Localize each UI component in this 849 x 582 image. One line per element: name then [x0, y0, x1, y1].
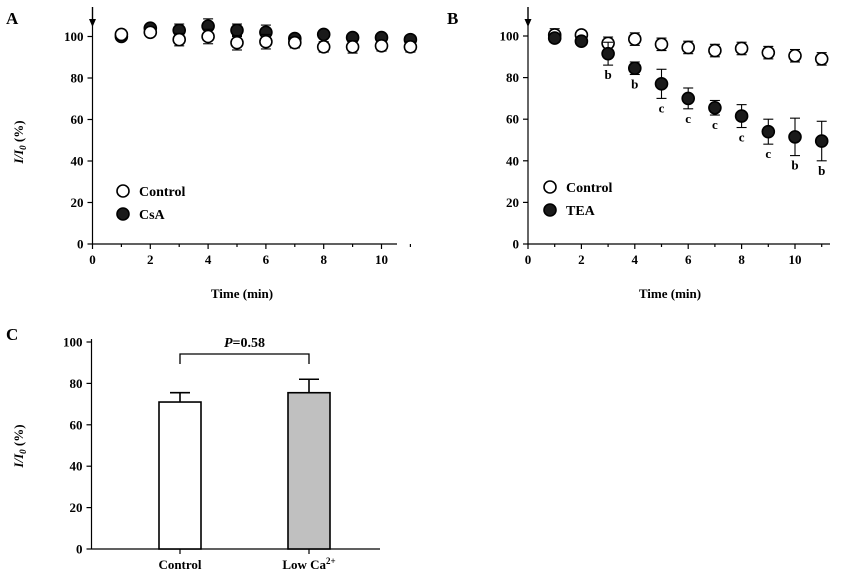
panel-a-y-tick-label: 100 [64, 29, 84, 44]
panel-b-x-tick-label: 0 [525, 252, 532, 267]
panel-a-y-tick-label: 40 [71, 154, 84, 169]
panel-b-legend-marker-tea [543, 203, 557, 217]
panel-a-control-point [230, 35, 244, 50]
panel-c-y-tick-label: 40 [70, 459, 83, 474]
panel-a-x-axis-title: Time (min) [211, 286, 273, 301]
panel-letter-b: B [447, 9, 458, 28]
panel-a-control-point [201, 29, 215, 44]
panel-a-x-tick-label: 4 [205, 252, 212, 267]
panel-a-legend-marker-csa [116, 207, 130, 221]
panel-b-x-axis-title: Time (min) [639, 286, 701, 301]
panel-b-tea-sig-label: c [659, 100, 665, 115]
panel-a-x-tick-label: 6 [263, 252, 270, 267]
panel-a-chart: I/I0 (%) Time (min) 0 20 40 60 80 100 0 2 4 6 8 10 C… [11, 7, 418, 301]
panel-a-x-tick-label: 0 [89, 252, 96, 267]
panel-b-tea-point [761, 124, 776, 139]
panel-a-control-point [143, 25, 158, 40]
panel-a-control-point [316, 40, 331, 54]
panel-b-y-tick-label: 0 [513, 237, 520, 252]
panel-b-x-tick-label: 8 [738, 252, 745, 267]
panel-b-tea-sig-label: c [712, 117, 718, 132]
panel-b-control-point [734, 41, 749, 56]
panel-c-y-tick-label: 80 [70, 376, 83, 391]
panel-b-tea-point [654, 77, 669, 91]
panel-a-y-tick-label: 0 [77, 237, 84, 252]
panel-b-chart: Time (min) 0 20 40 60 80 100 0 2 4 6 8 10 b b c c c c c b b C… [500, 7, 830, 301]
panel-b-tea-sig-label: b [818, 163, 825, 178]
panel-b-tea-point [574, 34, 589, 49]
panel-c-y-tick-label: 0 [76, 542, 83, 557]
panel-b-start-arrow-head [524, 19, 532, 27]
panel-a-csa-point [230, 23, 244, 38]
panel-a-x-tick-label: 8 [320, 252, 327, 267]
panel-a-control-point [259, 34, 273, 49]
panel-a-legend-label-csa: CsA [139, 208, 166, 223]
panel-b-tea-point [627, 61, 642, 76]
panel-b-y-tick-label: 60 [506, 112, 519, 127]
panel-b-tea-sig-label: b [631, 76, 638, 91]
panel-a-control-point [172, 32, 186, 47]
panel-a-y-tick-label: 20 [71, 195, 84, 210]
panel-b-y-tick-label: 100 [500, 29, 520, 44]
panel-a-y-axis-title: I/I0 (%) [11, 120, 28, 164]
panel-a-x-tick-label: 10 [375, 252, 388, 267]
panel-c-y-tick-label: 60 [70, 417, 83, 432]
panel-b-tea-point [601, 46, 615, 61]
panel-b-tea-point [547, 31, 562, 45]
panel-b-x-tick-label: 6 [685, 252, 692, 267]
panel-c-chart: I/I0 (%) 0 20 40 60 80 100 Control Low Ca2+ P=0.… [11, 335, 380, 572]
panel-b-y-tick-label: 40 [506, 153, 519, 168]
panel-c-bar [158, 401, 202, 550]
panel-c-p-value: P=0.58 [224, 336, 265, 351]
panel-c-bar [287, 391, 331, 550]
panel-c-x-tick-label: Control [158, 557, 201, 572]
panel-b-tea-sig-label: b [604, 67, 611, 82]
panel-a-control-point [114, 27, 129, 42]
panel-c-y-axis-title: I/I0 (%) [11, 424, 28, 468]
panel-a-y-tick-label: 60 [71, 112, 84, 127]
panel-b-x-tick-label: 10 [789, 252, 802, 267]
panel-a-control-point [345, 40, 360, 54]
panel-b-control-point [654, 37, 669, 52]
panel-a-control-point [403, 40, 418, 54]
panel-b-legend-label-control: Control [566, 181, 613, 196]
panel-b-control-point [788, 48, 802, 63]
panel-b-tea-point [788, 130, 802, 144]
panel-a-legend-marker-control [116, 184, 130, 198]
panel-b-control-point [761, 45, 776, 60]
panel-a-legend-label-control: Control [139, 185, 186, 200]
panel-b-tea-sig-label: c [739, 130, 745, 145]
panel-b-tea-point [734, 109, 749, 123]
panel-b-control-point [681, 40, 696, 55]
panel-a-y-tick-label: 80 [71, 71, 84, 86]
panel-a-csa-point [316, 27, 331, 42]
panel-c-significance-bracket [179, 353, 310, 364]
panel-a-start-arrow-head [89, 19, 96, 27]
panel-c-x-tick-label: Low Ca2+ [282, 556, 335, 572]
panel-b-y-tick-label: 80 [506, 70, 519, 85]
panel-b-tea-point [708, 100, 722, 115]
panel-b-y-tick-label: 20 [506, 195, 519, 210]
panel-b-control-point [708, 43, 722, 58]
panel-b-legend-marker-control [543, 180, 557, 194]
panel-letter-c: C [6, 325, 18, 344]
panel-b-control-point [814, 52, 829, 66]
panel-b-tea-point [681, 91, 696, 106]
panel-b-legend-label-tea: TEA [566, 204, 596, 219]
panel-letter-a: A [6, 9, 19, 28]
panel-c-y-tick-label: 20 [70, 500, 83, 515]
panel-b-x-tick-label: 2 [578, 252, 585, 267]
panel-a-x-tick-label: 2 [147, 252, 154, 267]
panel-b-tea-point [814, 134, 829, 148]
panel-b-tea-sig-label: c [765, 146, 771, 161]
panel-b-x-tick-label: 4 [632, 252, 639, 267]
panel-a-control-point [374, 39, 389, 53]
panel-a-control-point [287, 35, 302, 50]
panel-c-y-tick-label: 100 [63, 335, 83, 350]
panel-b-tea-sig-label: c [685, 111, 691, 126]
panel-b-tea-sig-label: b [791, 158, 798, 173]
panel-b-control-point [627, 32, 642, 46]
